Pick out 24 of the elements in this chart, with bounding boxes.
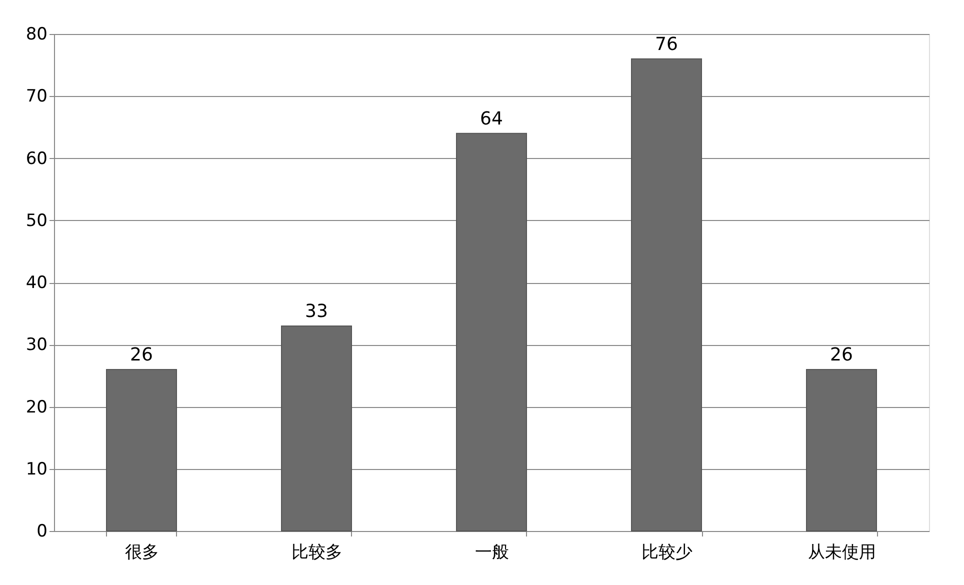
data-label: 26 (130, 344, 153, 366)
x-tick-label: 比较多 (292, 542, 342, 562)
y-tick-label: 70 (26, 86, 48, 107)
bar (281, 325, 352, 532)
y-tick-label: 10 (26, 459, 48, 480)
data-label: 76 (655, 34, 678, 55)
bar (631, 58, 702, 532)
y-tick-label: 20 (26, 397, 48, 418)
y-tick-label: 40 (26, 273, 48, 293)
x-tick-label: 比较少 (642, 542, 692, 562)
x-tick-label: 很多 (125, 542, 159, 562)
y-tick-label: 30 (26, 335, 48, 356)
data-label: 26 (830, 344, 853, 366)
y-tick-label: 0 (36, 522, 48, 542)
x-tick-label: 从未使用 (808, 542, 876, 562)
y-tick-label: 80 (26, 24, 48, 44)
x-tick-label: 一般 (475, 542, 509, 562)
data-label: 64 (480, 108, 503, 130)
data-label: 33 (305, 300, 328, 322)
bar (456, 132, 527, 532)
bar (106, 368, 177, 532)
bar (806, 368, 877, 532)
y-tick-label: 50 (26, 210, 48, 231)
y-tick-label: 60 (26, 148, 48, 169)
